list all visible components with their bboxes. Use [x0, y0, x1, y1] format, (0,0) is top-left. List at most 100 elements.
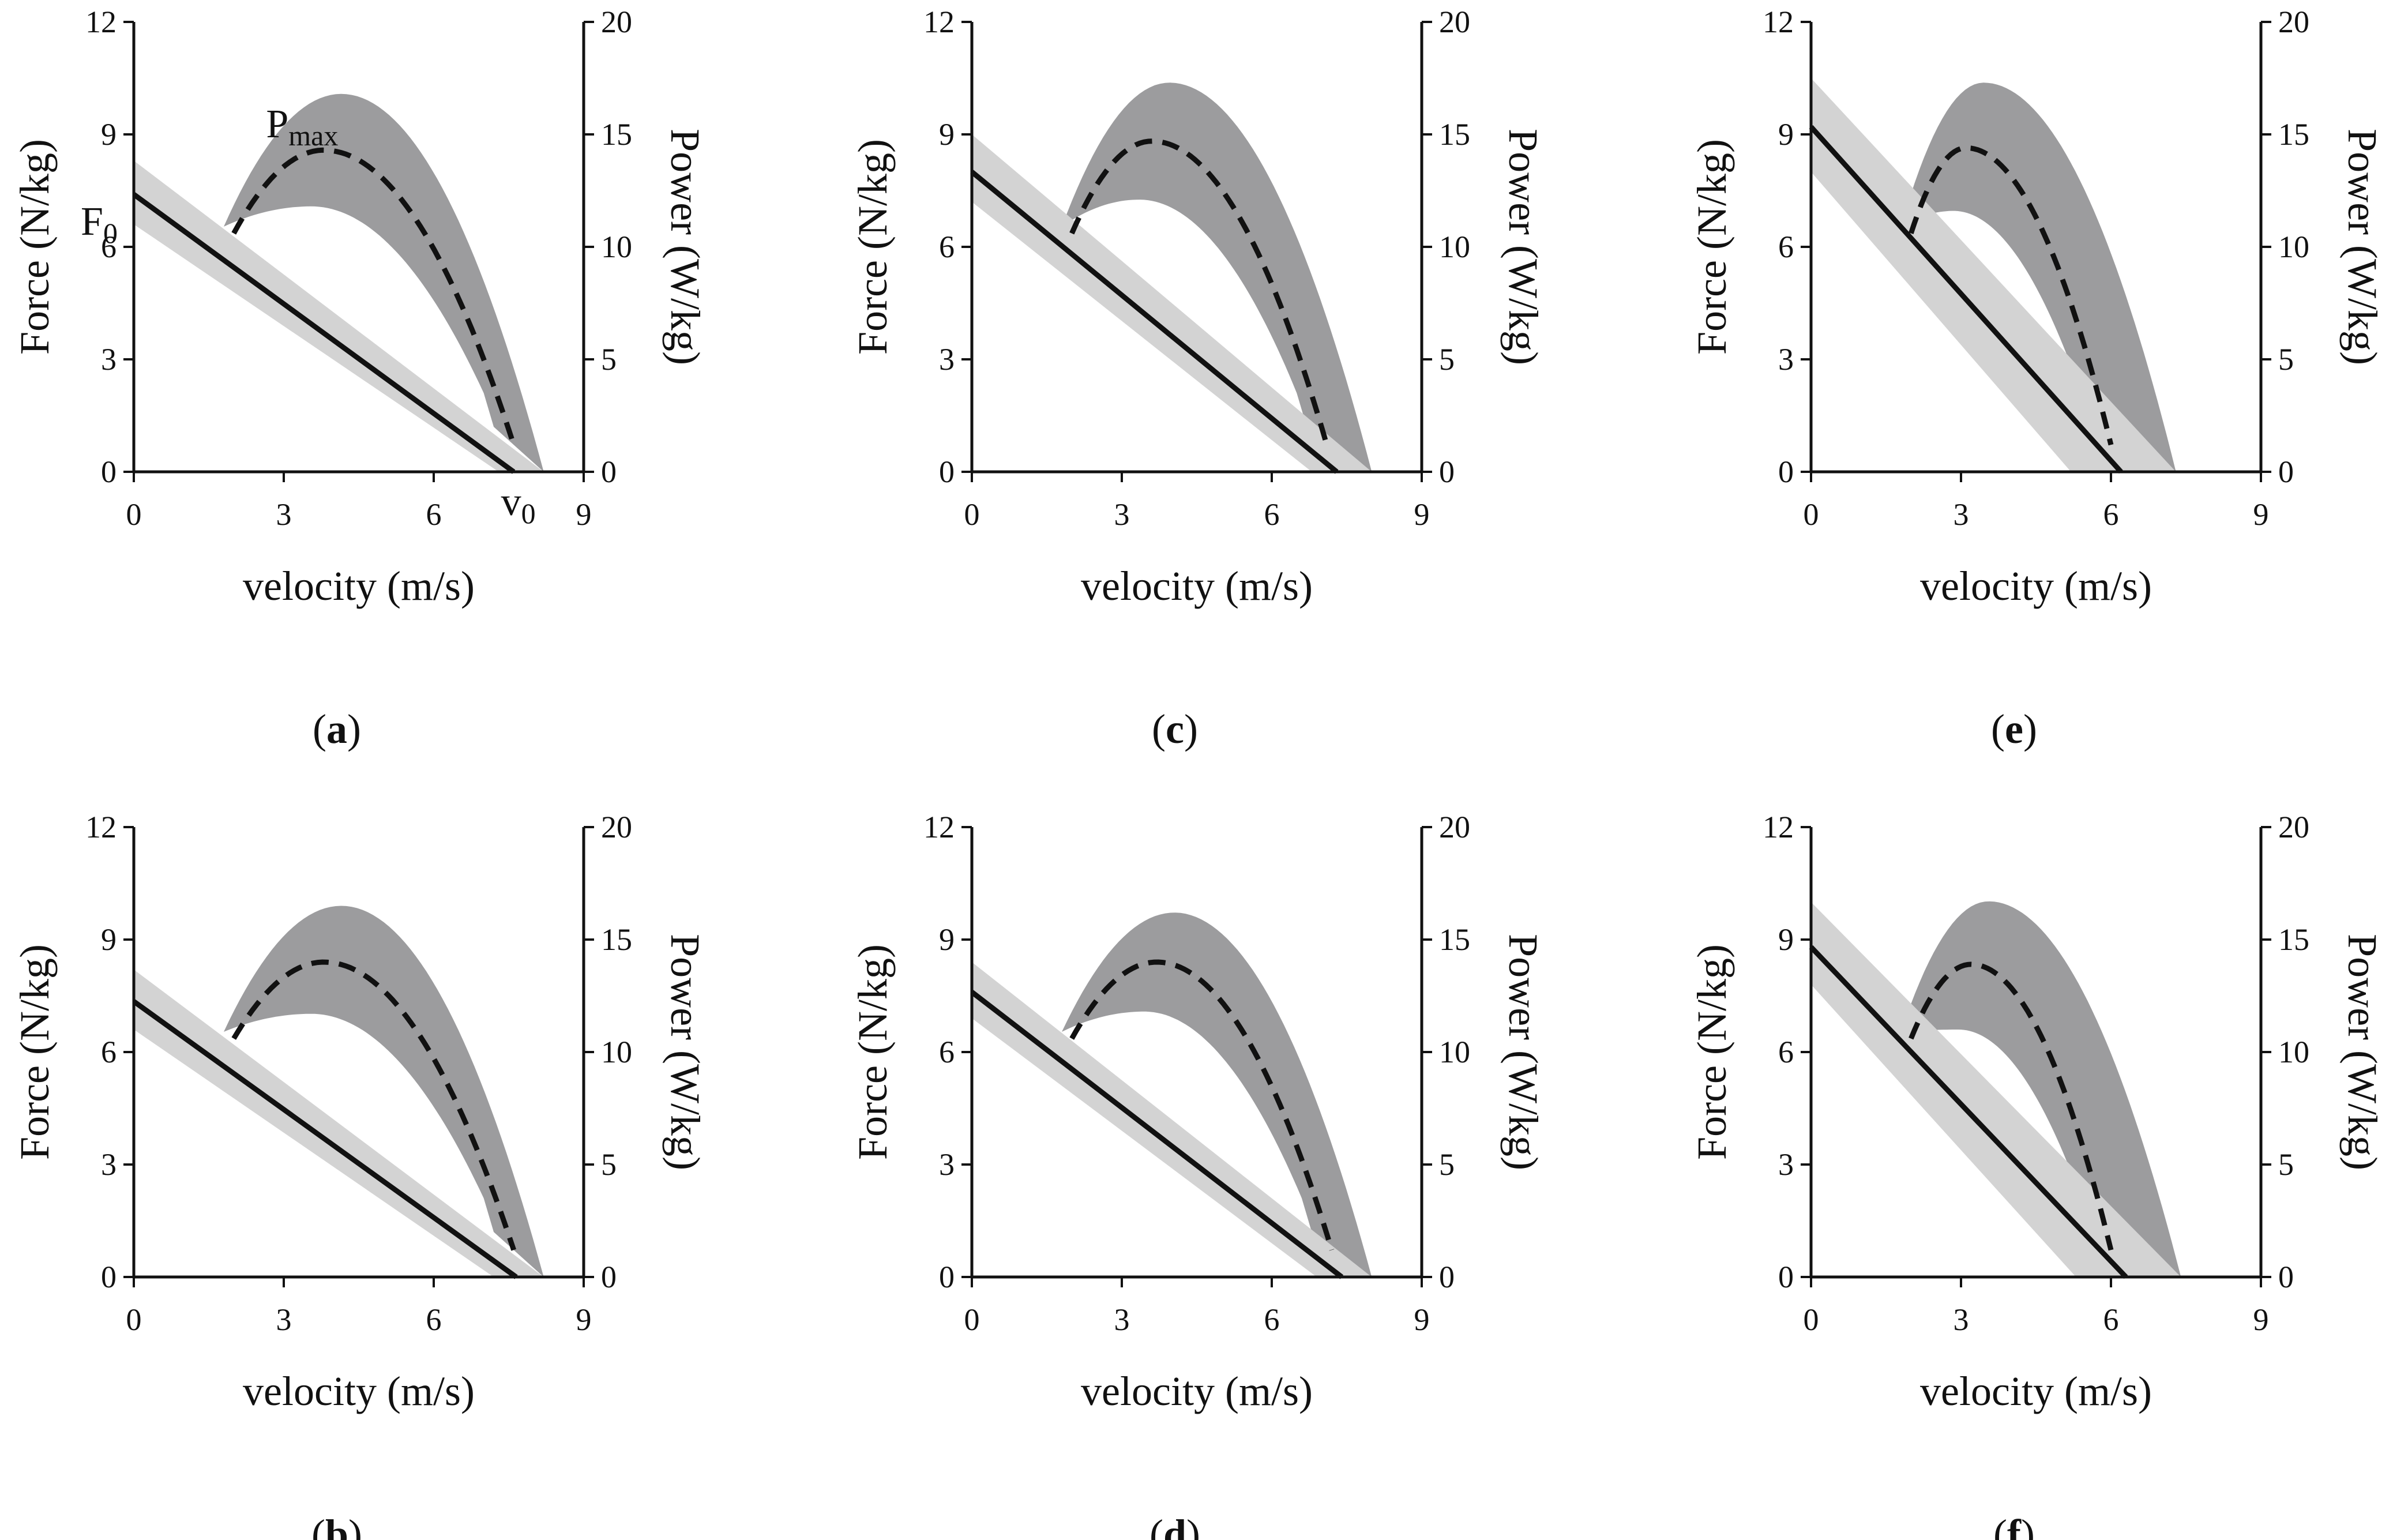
panel-label-letter: f [2007, 1511, 2022, 1540]
y-right-tick-label: 20 [2278, 810, 2309, 844]
panel-label-letter: d [1163, 1511, 1186, 1540]
y-right-tick-label: 10 [2278, 1035, 2309, 1069]
y-right-axis-label: Power (W/kg) [2339, 934, 2386, 1170]
y-left-tick-label: 6 [101, 1035, 117, 1069]
x-tick-label: 9 [1414, 497, 1430, 532]
power-mean-curve [1069, 959, 1335, 1251]
x-tick-label: 3 [1114, 1302, 1130, 1337]
y-left-tick-label: 12 [923, 810, 955, 844]
panel-label-open: ( [1149, 1511, 1163, 1540]
x-tick-label: 3 [1954, 1302, 1969, 1337]
y-left-axis-label: Force (N/kg) [12, 944, 58, 1160]
y-right-tick-label: 20 [1439, 810, 1470, 844]
panel-label: (d) [1149, 1511, 1200, 1540]
y-left-tick-label: 9 [939, 922, 955, 957]
x-tick-label: 3 [276, 1302, 292, 1337]
y-left-tick-label: 9 [101, 922, 117, 957]
x-tick-label: 0 [1804, 1302, 1819, 1337]
y-left-axis-label: Force (N/kg) [1689, 944, 1735, 1160]
panel-label-open: ( [1991, 706, 2005, 752]
power-band [224, 906, 544, 1277]
x-tick-label: 9 [1414, 1302, 1430, 1337]
y-right-tick-label: 5 [1439, 1147, 1455, 1182]
x-tick-label: 0 [126, 1302, 142, 1337]
y-right-tick-label: 0 [1439, 455, 1455, 489]
force-mean-line [132, 999, 518, 1279]
y-left-tick-label: 0 [101, 455, 117, 489]
power-band [1901, 901, 2181, 1277]
y-left-tick-label: 3 [1778, 342, 1794, 377]
panel-label-close: ) [2023, 706, 2037, 752]
y-right-axis-label: Power (W/kg) [1500, 129, 1546, 365]
y-right-axis-label: Power (W/kg) [662, 934, 708, 1170]
y-right-axis-label: Power (W/kg) [1500, 934, 1546, 1170]
y-left-tick-label: 6 [939, 1035, 955, 1069]
y-right-tick-label: 0 [601, 455, 617, 489]
y-left-tick-label: 0 [1778, 1260, 1794, 1294]
power-band [1062, 912, 1372, 1277]
x-tick-label: 3 [276, 497, 292, 532]
power-band [224, 93, 544, 472]
force-band [972, 962, 1372, 1277]
force-mean-line [1809, 945, 2128, 1279]
panel-label-letter: c [1166, 706, 1184, 752]
y-left-tick-label: 12 [85, 810, 117, 844]
panel-label: (c) [1152, 706, 1198, 752]
y-right-axis-label: Power (W/kg) [662, 129, 708, 365]
y-right-tick-label: 10 [601, 1035, 632, 1069]
y-right-tick-label: 15 [601, 117, 632, 152]
power-mean-curve [1909, 961, 2114, 1251]
x-axis-label: velocity (m/s) [243, 563, 475, 609]
y-left-tick-label: 3 [939, 1147, 955, 1182]
x-tick-label: 0 [126, 497, 142, 532]
y-left-tick-label: 0 [939, 1260, 955, 1294]
y-right-tick-label: 15 [2278, 922, 2309, 957]
y-left-tick-label: 6 [101, 230, 117, 264]
y-right-tick-label: 10 [1439, 230, 1470, 264]
power-mean-curve [231, 147, 516, 446]
panel-label: (e) [1991, 706, 2037, 752]
panel-label-open: ( [313, 706, 326, 752]
x-tick-label: 6 [426, 497, 442, 532]
y-left-tick-label: 6 [1778, 230, 1794, 264]
x-tick-label: 6 [2103, 1302, 2119, 1337]
panel-label: (b) [311, 1511, 362, 1540]
panel-label-close: ) [2021, 1511, 2035, 1540]
y-right-axis-label: Power (W/kg) [2339, 129, 2386, 365]
annotation-pmax-sub: max [288, 119, 338, 152]
force-mean-line [132, 192, 516, 474]
y-right-tick-label: 20 [2278, 5, 2309, 39]
annotation-f0-main: F [81, 200, 103, 244]
y-right-tick-label: 10 [2278, 230, 2309, 264]
x-tick-label: 6 [1264, 497, 1280, 532]
y-left-tick-label: 9 [939, 117, 955, 152]
panel-label: (f) [1993, 1511, 2035, 1540]
panel-label-close: ) [1184, 706, 1198, 752]
y-left-tick-label: 0 [1778, 455, 1794, 489]
power-mean-curve [231, 959, 516, 1251]
annotation-pmax: Pmax [266, 102, 338, 152]
y-right-tick-label: 0 [601, 1260, 617, 1294]
annotation-v0-sub: 0 [521, 497, 536, 529]
force-mean-line [970, 170, 1339, 474]
x-tick-label: 9 [2253, 1302, 2269, 1337]
power-mean-curve [1069, 138, 1329, 446]
force-band [134, 970, 544, 1277]
x-tick-label: 0 [964, 1302, 980, 1337]
y-right-tick-label: 15 [1439, 922, 1470, 957]
panel-label-open: ( [1993, 1511, 2007, 1540]
y-left-tick-label: 3 [939, 342, 955, 377]
x-tick-label: 6 [426, 1302, 442, 1337]
y-left-tick-label: 3 [101, 342, 117, 377]
panel-label-letter: e [2005, 706, 2023, 752]
panel-label-close: ) [347, 706, 361, 752]
x-tick-label: 6 [2103, 497, 2119, 532]
y-right-tick-label: 20 [601, 5, 632, 39]
y-left-axis-label: Force (N/kg) [12, 139, 58, 355]
